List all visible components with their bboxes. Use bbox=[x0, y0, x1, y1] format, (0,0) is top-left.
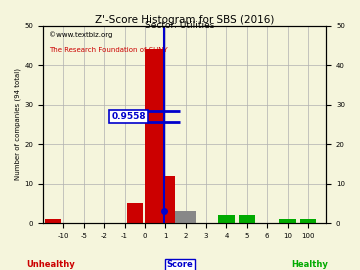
Text: Score: Score bbox=[167, 260, 193, 269]
Bar bbox=[165, 176, 175, 223]
Bar bbox=[155, 49, 165, 223]
Bar bbox=[45, 219, 61, 223]
Text: The Research Foundation of SUNY: The Research Foundation of SUNY bbox=[49, 48, 167, 53]
Text: Unhealthy: Unhealthy bbox=[26, 260, 75, 269]
Text: Healthy: Healthy bbox=[291, 260, 328, 269]
Bar bbox=[279, 219, 296, 223]
Bar bbox=[145, 49, 155, 223]
Bar bbox=[218, 215, 235, 223]
Title: Z'-Score Histogram for SBS (2016): Z'-Score Histogram for SBS (2016) bbox=[95, 15, 274, 25]
Bar bbox=[300, 219, 316, 223]
Y-axis label: Number of companies (94 total): Number of companies (94 total) bbox=[15, 68, 22, 180]
Text: ©www.textbiz.org: ©www.textbiz.org bbox=[49, 32, 112, 38]
Bar bbox=[186, 211, 196, 223]
Bar bbox=[239, 215, 255, 223]
Bar bbox=[127, 203, 143, 223]
Text: 0.9558: 0.9558 bbox=[111, 112, 146, 121]
Text: Sector: Utilities: Sector: Utilities bbox=[145, 21, 215, 30]
Bar bbox=[175, 211, 186, 223]
